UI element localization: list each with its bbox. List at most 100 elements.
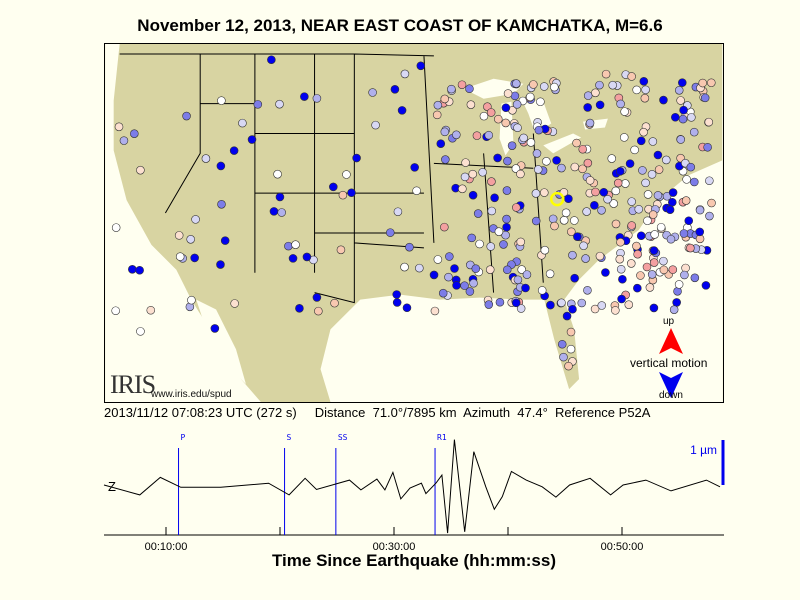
station-marker[interactable] [573,232,582,241]
station-marker[interactable] [570,216,579,225]
station-marker[interactable] [681,196,691,205]
station-marker[interactable] [636,271,645,280]
station-marker[interactable] [542,157,551,166]
station-marker[interactable] [676,135,686,144]
station-marker[interactable] [601,268,610,277]
station-marker[interactable] [415,263,424,273]
station-marker[interactable] [466,100,476,109]
station-marker[interactable] [659,265,669,275]
station-marker[interactable] [502,222,511,232]
station-marker[interactable] [567,227,576,237]
station-marker[interactable] [680,270,689,280]
station-marker[interactable] [638,166,647,175]
station-marker[interactable] [590,201,599,210]
station-marker[interactable] [525,92,535,102]
station-marker[interactable] [581,254,590,263]
station-marker[interactable] [201,154,211,163]
station-marker[interactable] [484,130,494,140]
station-marker[interactable] [626,259,636,268]
station-marker[interactable] [676,96,685,105]
station-marker[interactable] [269,207,279,216]
station-marker[interactable] [591,88,600,98]
station-marker[interactable] [630,145,639,155]
station-marker[interactable] [441,155,450,164]
station-marker[interactable] [429,270,439,280]
station-marker[interactable] [229,146,239,155]
station-marker[interactable] [522,270,532,279]
station-marker[interactable] [583,286,592,295]
station-marker[interactable] [433,255,443,264]
station-marker[interactable] [642,262,652,272]
station-marker[interactable] [191,215,200,224]
station-marker[interactable] [397,106,407,115]
station-marker[interactable] [473,209,483,218]
station-marker[interactable] [570,162,580,172]
station-marker[interactable] [548,214,558,224]
station-marker[interactable] [438,288,448,298]
station-marker[interactable] [517,265,526,274]
station-marker[interactable] [550,221,559,231]
station-marker[interactable] [583,91,593,100]
station-marker[interactable] [686,243,695,253]
station-marker[interactable] [546,300,555,310]
station-marker[interactable] [679,105,688,115]
station-marker[interactable] [620,107,629,116]
station-marker[interactable] [217,200,226,209]
station-marker[interactable] [531,216,541,226]
station-marker[interactable] [390,85,400,94]
station-marker[interactable] [624,300,634,309]
station-marker[interactable] [288,254,298,263]
station-marker[interactable] [583,158,593,168]
station-marker[interactable] [494,227,504,236]
iris-url[interactable]: www.iris.edu/spud [151,389,232,400]
station-marker[interactable] [472,131,482,140]
station-marker[interactable] [618,274,627,284]
station-marker[interactable] [639,127,648,137]
station-marker[interactable] [533,165,543,174]
station-marker[interactable] [275,192,285,202]
station-marker[interactable] [668,188,678,197]
station-marker[interactable] [217,96,226,105]
station-marker[interactable] [511,298,521,308]
station-marker[interactable] [568,250,577,260]
station-marker[interactable] [539,82,549,91]
station-marker[interactable] [468,190,478,200]
station-marker[interactable] [579,241,588,251]
station-marker[interactable] [119,136,129,145]
station-marker[interactable] [678,78,687,87]
station-marker[interactable] [503,156,512,166]
station-marker[interactable] [336,245,346,255]
station-marker[interactable] [557,339,567,349]
station-marker[interactable] [402,303,412,313]
station-marker[interactable] [465,84,474,93]
station-marker[interactable] [529,80,538,89]
station-marker[interactable] [666,234,676,244]
station-marker[interactable] [659,256,668,266]
station-marker[interactable] [468,169,478,179]
station-marker[interactable] [595,80,604,90]
station-marker[interactable] [371,120,380,130]
station-marker[interactable] [135,266,144,275]
station-marker[interactable] [674,86,684,95]
station-marker[interactable] [679,229,689,238]
station-marker[interactable] [609,199,618,208]
station-marker[interactable] [386,228,395,237]
station-marker[interactable] [595,100,605,110]
station-marker[interactable] [532,149,542,158]
station-marker[interactable] [494,114,503,124]
station-marker[interactable] [440,127,450,137]
station-marker[interactable] [672,298,681,307]
station-marker[interactable] [616,264,626,274]
station-marker[interactable] [690,273,700,283]
station-marker[interactable] [689,127,699,137]
station-marker[interactable] [583,103,592,112]
station-marker[interactable] [562,311,572,321]
station-marker[interactable] [190,253,199,263]
station-marker[interactable] [400,262,409,272]
station-marker[interactable] [608,80,617,90]
station-marker[interactable] [216,260,225,269]
station-marker[interactable] [616,237,625,247]
station-marker[interactable] [521,283,530,293]
station-marker[interactable] [625,159,635,168]
station-marker[interactable] [513,123,522,133]
